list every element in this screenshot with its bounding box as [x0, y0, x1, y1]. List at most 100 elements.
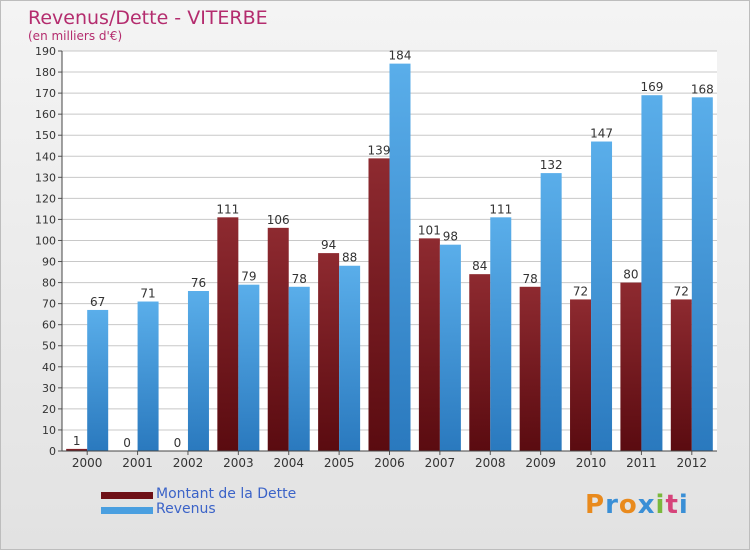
data-label: 147 [590, 127, 613, 141]
data-label: 94 [321, 238, 336, 252]
data-label: 168 [691, 82, 714, 96]
data-label: 1 [73, 434, 81, 448]
legend-item-dette: Montant de la Dette [101, 486, 296, 503]
data-label: 79 [241, 270, 256, 284]
chart-subtitle: (en milliers d'€) [28, 29, 123, 43]
data-label: 76 [191, 276, 206, 290]
y-tick-label: 0 [49, 445, 56, 458]
data-label: 169 [640, 80, 663, 94]
y-tick-label: 110 [35, 213, 56, 226]
data-label: 0 [123, 436, 131, 450]
bar-dette [418, 238, 440, 451]
data-label: 78 [523, 272, 538, 286]
bar-dette [519, 286, 541, 451]
bar-revenus [439, 244, 461, 451]
y-tick-label: 10 [42, 424, 56, 437]
logo-letter: r [605, 490, 619, 520]
data-label: 106 [267, 213, 290, 227]
bar-revenus [641, 95, 663, 452]
legend-swatch-dette [101, 491, 153, 499]
data-label: 111 [489, 202, 512, 216]
bar-revenus [339, 265, 361, 451]
x-tick-label: 2011 [626, 456, 657, 470]
x-tick-label: 2007 [425, 456, 456, 470]
data-label: 184 [389, 49, 412, 63]
bar-dette [217, 217, 239, 451]
y-tick-label: 120 [35, 192, 56, 205]
y-tick-label: 40 [42, 361, 56, 374]
x-tick-label: 2008 [475, 456, 506, 470]
y-tick-label: 70 [42, 298, 56, 311]
logo-letter: i [678, 490, 689, 520]
y-tick-label: 30 [42, 382, 56, 395]
data-label: 139 [368, 143, 391, 157]
data-label: 111 [216, 202, 239, 216]
legend-swatch-revenus [101, 506, 153, 514]
bar-dette [620, 282, 642, 451]
logo-letter: o [618, 490, 638, 520]
x-tick-label: 2006 [374, 456, 405, 470]
bar-dette [368, 158, 390, 452]
y-tick-label: 100 [35, 234, 56, 247]
y-tick-label: 90 [42, 256, 56, 269]
legend-label-dette: Montant de la Dette [156, 486, 297, 502]
bar-dette [570, 299, 592, 451]
legend-label-revenus: Revenus [156, 501, 216, 517]
logo-letter: x [637, 490, 656, 520]
bar-revenus [187, 291, 209, 451]
bar-revenus [389, 63, 411, 451]
bar-dette [469, 274, 491, 451]
legend-item-revenus: Revenus [101, 501, 216, 518]
proxiti-logo: Proxiti [585, 490, 689, 520]
logo-letter: P [585, 490, 606, 520]
x-tick-label: 2003 [223, 456, 254, 470]
y-tick-label: 180 [35, 66, 56, 79]
bar-dette [318, 253, 340, 451]
y-tick-label: 160 [35, 108, 56, 121]
bar-revenus [87, 309, 109, 451]
x-tick-label: 2001 [122, 456, 153, 470]
y-tick-label: 170 [35, 87, 56, 100]
data-label: 101 [418, 223, 441, 237]
bar-revenus [490, 217, 512, 451]
y-tick-label: 150 [35, 129, 56, 142]
bar-revenus [591, 141, 613, 452]
bar-revenus [238, 284, 260, 451]
logo-letter: i [655, 490, 666, 520]
data-label: 71 [140, 287, 155, 301]
y-tick-label: 130 [35, 171, 56, 184]
y-tick-label: 20 [42, 403, 56, 416]
y-tick-label: 60 [42, 319, 56, 332]
x-tick-label: 2000 [72, 456, 103, 470]
data-label: 98 [443, 230, 458, 244]
y-tick-label: 190 [35, 45, 56, 58]
data-label: 0 [174, 436, 182, 450]
bar-revenus [137, 301, 159, 451]
data-label: 88 [342, 251, 357, 265]
x-tick-label: 2005 [324, 456, 355, 470]
x-tick-label: 2009 [525, 456, 556, 470]
bar-revenus [540, 173, 562, 451]
x-tick-label: 2002 [173, 456, 204, 470]
data-label: 80 [623, 268, 638, 282]
data-label: 78 [292, 272, 307, 286]
bar-dette [66, 448, 88, 451]
data-label: 132 [540, 158, 563, 172]
y-tick-label: 80 [42, 277, 56, 290]
data-label: 67 [90, 295, 105, 309]
data-label: 72 [674, 284, 689, 298]
bar-dette [670, 299, 692, 451]
bar-revenus [288, 286, 310, 451]
chart-title: Revenus/Dette - VITERBE [28, 7, 268, 29]
x-tick-label: 2012 [677, 456, 708, 470]
x-tick-label: 2004 [273, 456, 304, 470]
logo-letter: t [665, 490, 679, 520]
data-label: 84 [472, 259, 487, 273]
x-tick-label: 2010 [576, 456, 607, 470]
y-tick-label: 50 [42, 340, 56, 353]
data-label: 72 [573, 284, 588, 298]
y-tick-label: 140 [35, 150, 56, 163]
bar-revenus [691, 97, 713, 451]
